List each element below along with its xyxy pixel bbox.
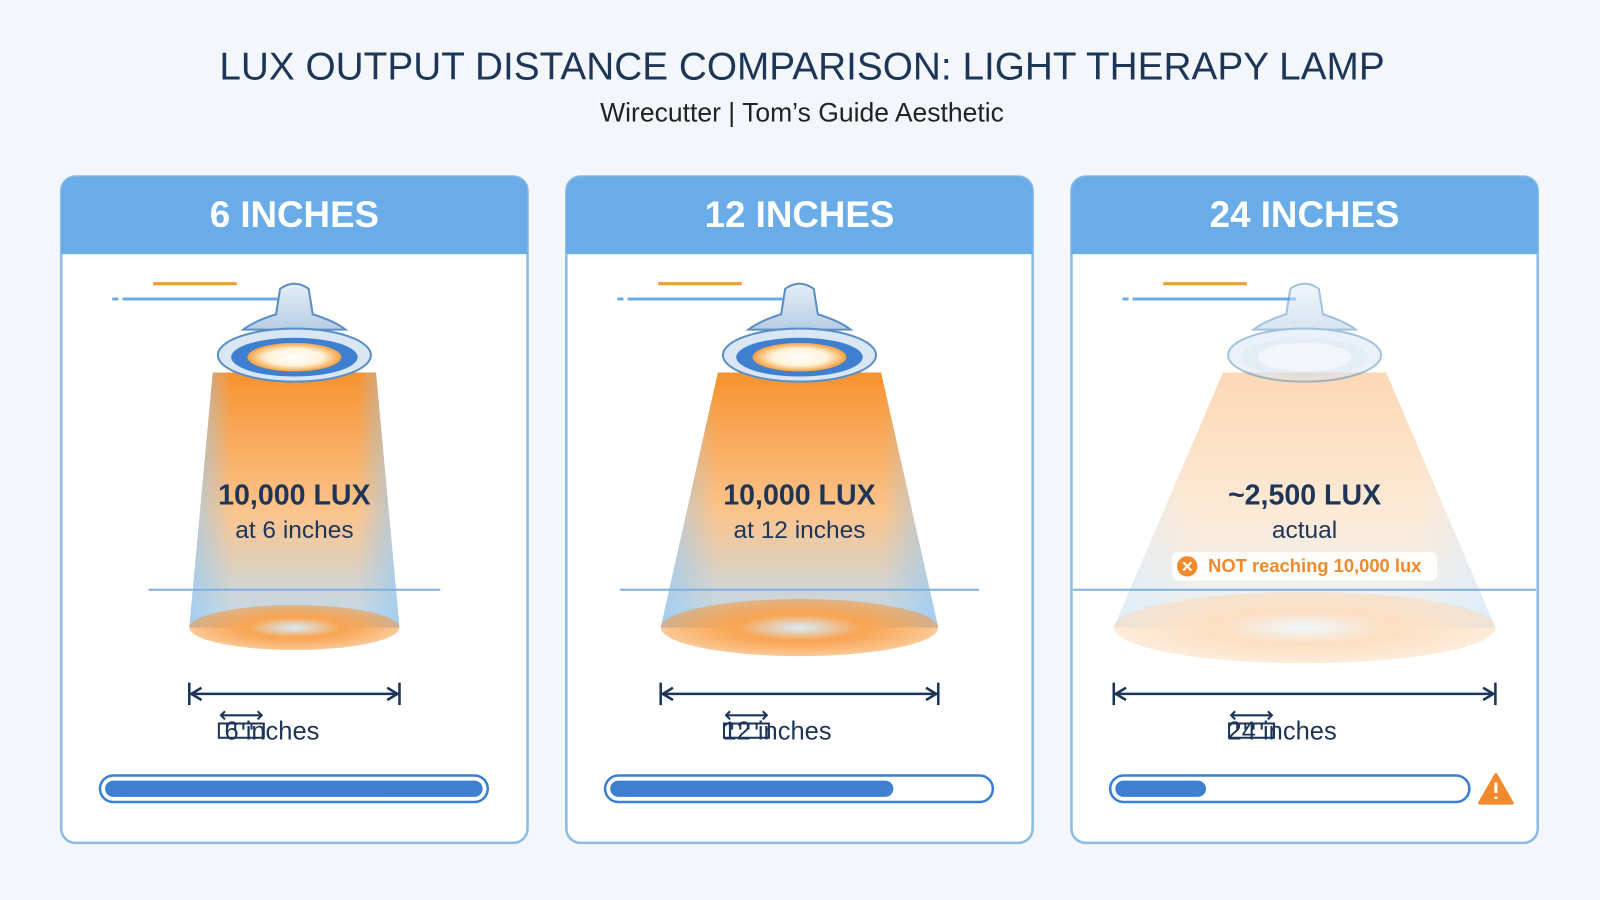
ruler-icon: [217, 710, 265, 739]
light-beam: [660, 372, 939, 657]
lux-note: at 6 inches: [235, 517, 353, 544]
lamp: [216, 282, 372, 383]
warning-x: [1182, 561, 1193, 572]
lamp-cap: [1250, 282, 1359, 331]
panel-header-bg: [1071, 176, 1538, 255]
lamp-cap: [745, 282, 854, 331]
lux-value: 10,000 LUX: [218, 479, 370, 511]
lux-value: 10,000 LUX: [723, 479, 875, 511]
progress-fill: [610, 780, 894, 797]
lux-note: at 12 inches: [734, 517, 866, 544]
light-beam: [189, 372, 400, 650]
dim-ends: [659, 682, 940, 706]
panel-header-bg: [61, 176, 528, 255]
panel: 12 INCHES 10,000 LUX at 12 inches 12 inches: [565, 175, 1034, 845]
lamp: [721, 282, 878, 383]
lamp-cap: [240, 282, 349, 331]
panel-heading: 6 INCHES: [210, 194, 379, 235]
distance-label: 6 inches: [224, 717, 319, 745]
subtitle: Wirecutter | Tom’s Guide Aesthetic: [600, 97, 1004, 127]
ruler-icon: [722, 710, 770, 739]
lamp-bulb: [247, 342, 342, 372]
panel: 24 INCHES ~2,500 LUX actual NOT reaching 10…: [1070, 175, 1540, 845]
panel-heading: 24 INCHES: [1210, 194, 1400, 235]
dim-ends: [188, 682, 401, 706]
dim-ends: [1112, 682, 1497, 706]
distance-label: 12 inches: [722, 717, 831, 745]
ruler-icon: [1228, 710, 1275, 739]
light-pool: [660, 598, 939, 657]
light-pool: [189, 605, 400, 650]
lamp-bulb: [1257, 342, 1352, 372]
progress-fill: [105, 780, 483, 797]
panel-header-bg: [566, 176, 1033, 255]
lux-note: actual: [1272, 517, 1337, 544]
cone-edge: [660, 372, 939, 628]
distance-label: 24 inches: [1228, 717, 1337, 745]
cone-edge: [189, 372, 400, 628]
lamp: [1227, 282, 1383, 383]
warning-bg: [1171, 552, 1438, 581]
content: LUX OUTPUT DISTANCE COMPARISON: LIGHT TH…: [59, 46, 1540, 845]
lamp-bulb: [752, 342, 847, 372]
panel: 6 INCHES 10,000 LUX at 6 inches 6 inches: [59, 175, 529, 845]
progress-fill: [1115, 780, 1207, 797]
title: LUX OUTPUT DISTANCE COMPARISON: LIGHT TH…: [219, 46, 1384, 89]
light-pool: [1113, 591, 1496, 664]
panel-heading: 12 INCHES: [705, 194, 895, 235]
lux-value: ~2,500 LUX: [1228, 479, 1381, 511]
warning-text: NOT reaching 10,000 lux: [1208, 555, 1422, 576]
